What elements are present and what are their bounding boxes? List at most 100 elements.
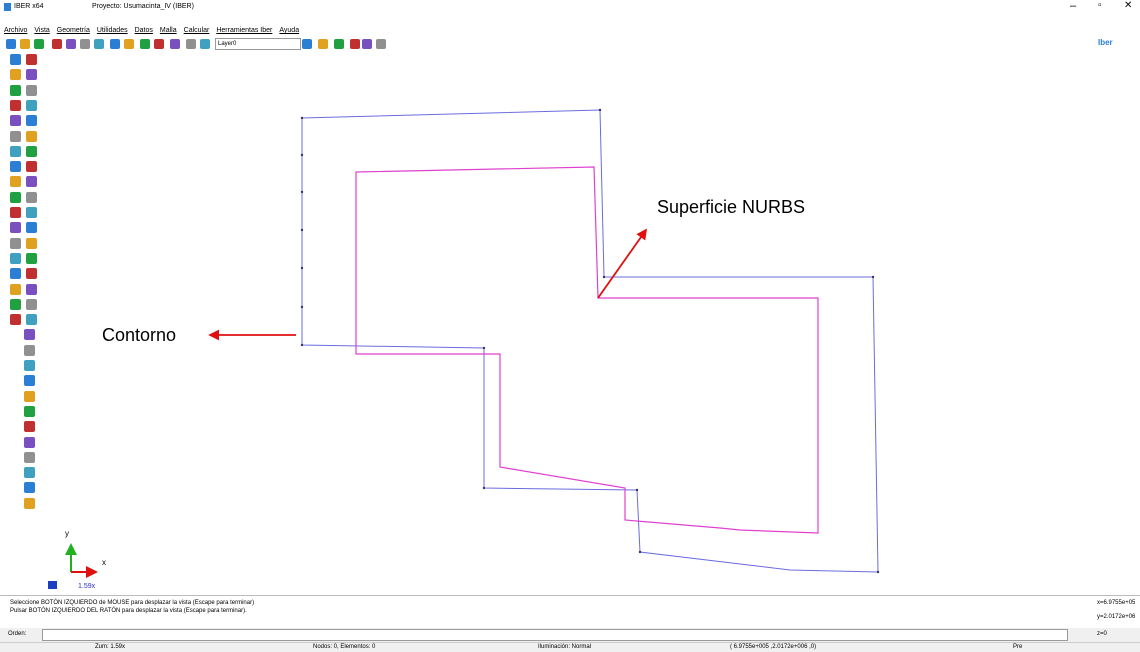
nurbs-surface xyxy=(355,166,819,534)
tool-button[interactable] xyxy=(26,283,37,295)
menu-item[interactable]: Utilidades xyxy=(96,27,128,34)
tool-button[interactable] xyxy=(10,298,21,310)
tool-button[interactable] xyxy=(24,390,35,402)
tool-button[interactable] xyxy=(170,39,180,49)
tool-button[interactable] xyxy=(24,451,35,463)
command-input[interactable] xyxy=(42,629,1068,641)
menu-item[interactable]: Archivo xyxy=(4,27,28,34)
status-bar: Zum: 1.59x Nodos: 0, Elementos: 0 Iluminac… xyxy=(0,642,1140,652)
y-axis-label: y xyxy=(65,529,69,538)
tool-button[interactable] xyxy=(10,130,21,142)
tool-button[interactable] xyxy=(26,84,37,96)
tool-button[interactable] xyxy=(20,39,30,49)
tool-button[interactable] xyxy=(26,115,37,127)
status-field: Nodos: 0, Elementos: 0 xyxy=(313,644,376,650)
graphics-canvas: Superficie NURBS Contorno y x 1.59x xyxy=(48,108,880,590)
tool-button[interactable] xyxy=(26,130,37,142)
tool-button[interactable] xyxy=(10,222,21,234)
menu-item[interactable]: Geometría xyxy=(56,27,90,34)
close[interactable]: ✕ xyxy=(1124,0,1133,11)
tool-button[interactable] xyxy=(376,39,386,49)
layer-select[interactable]: Layer0 xyxy=(215,38,301,50)
tool-button[interactable] xyxy=(124,39,134,49)
tool-button[interactable] xyxy=(10,191,21,203)
tool-button[interactable] xyxy=(154,39,164,49)
tool-button[interactable] xyxy=(200,39,210,49)
tool-button[interactable] xyxy=(10,268,21,280)
menu-bar: Archivo Vista Geometría Utilidades Datos Mall… xyxy=(4,27,306,34)
tool-button[interactable] xyxy=(26,298,37,310)
tool-button[interactable] xyxy=(110,39,120,49)
tool-button[interactable] xyxy=(362,39,372,49)
tool-button[interactable] xyxy=(24,421,35,433)
tool-button[interactable] xyxy=(26,145,37,157)
tool-button[interactable] xyxy=(6,39,16,49)
tool-button[interactable] xyxy=(140,39,150,49)
layer-name: Layer0 xyxy=(218,41,237,47)
tool-button[interactable] xyxy=(26,268,37,280)
tool-button[interactable] xyxy=(350,39,360,49)
menu-item[interactable]: Malla xyxy=(159,27,177,34)
tool-button[interactable] xyxy=(10,99,21,111)
tool-button[interactable] xyxy=(24,497,35,509)
tool-button[interactable] xyxy=(24,329,35,341)
menu-item[interactable]: Calcular xyxy=(183,27,210,34)
tool-button[interactable] xyxy=(26,69,37,81)
tool-button[interactable] xyxy=(26,176,37,188)
minimize[interactable]: – xyxy=(1070,0,1077,12)
tool-button[interactable] xyxy=(24,344,35,356)
tool-button[interactable] xyxy=(80,39,90,49)
tool-button[interactable] xyxy=(26,237,37,249)
tool-button[interactable] xyxy=(26,191,37,203)
tool-button[interactable] xyxy=(10,176,21,188)
tool-button[interactable] xyxy=(24,467,35,479)
annotation-contour: Contorno xyxy=(102,325,176,345)
tool-button[interactable] xyxy=(10,314,21,326)
tool-button[interactable] xyxy=(94,39,104,49)
tool-button[interactable] xyxy=(10,54,21,65)
tool-button[interactable] xyxy=(26,252,37,264)
status-field: Zum: 1.59x xyxy=(95,644,126,650)
contour-nodes xyxy=(300,108,880,574)
tool-button[interactable] xyxy=(318,39,328,49)
tool-button[interactable] xyxy=(26,222,37,234)
tool-button[interactable] xyxy=(10,84,21,96)
tool-button[interactable] xyxy=(10,252,21,264)
tool-button[interactable] xyxy=(186,39,196,49)
tool-button[interactable] xyxy=(26,54,37,65)
tool-button[interactable] xyxy=(24,375,35,387)
tool-button[interactable] xyxy=(10,283,21,295)
tool-button[interactable] xyxy=(26,207,37,218)
tool-button[interactable] xyxy=(52,39,62,49)
menu-item[interactable]: Datos xyxy=(134,27,153,34)
command-label: Orden: xyxy=(8,631,27,637)
tool-button[interactable] xyxy=(26,161,37,173)
tool-button[interactable] xyxy=(10,161,21,173)
tool-button[interactable] xyxy=(24,405,35,417)
message-line: Seleccione BOTÓN IZQUIERDO de MOUSE para… xyxy=(10,600,255,606)
toolbar: Layer0 Iber xyxy=(0,37,1140,51)
tool-button[interactable] xyxy=(10,115,21,127)
status-field: ( 6.9755e+005 ,2.0172e+006 ,0) xyxy=(730,644,817,650)
zoom-icon[interactable] xyxy=(48,581,57,589)
tool-button[interactable] xyxy=(10,69,21,81)
tool-button[interactable] xyxy=(66,39,76,49)
tool-button[interactable] xyxy=(10,145,21,157)
coord-x: x=6.9755e+05 xyxy=(1097,600,1136,606)
menu-item[interactable]: Ayuda xyxy=(279,27,300,34)
tool-button[interactable] xyxy=(24,436,35,448)
tool-button[interactable] xyxy=(24,482,35,494)
tool-button[interactable] xyxy=(34,39,44,49)
tool-button[interactable] xyxy=(302,39,312,49)
message-line: Pulsar BOTÓN IZQUIERDO DEL RATÓN para de… xyxy=(10,608,247,614)
tool-button[interactable] xyxy=(10,207,21,218)
tool-button[interactable] xyxy=(26,99,37,111)
tool-button[interactable] xyxy=(334,39,344,49)
menu-item[interactable]: Vista xyxy=(34,27,50,34)
tool-button[interactable] xyxy=(24,360,35,371)
command-bar: Orden: z=0 xyxy=(0,628,1140,642)
tool-button[interactable] xyxy=(26,314,37,326)
tool-button[interactable] xyxy=(10,237,21,249)
menu-item[interactable]: Herramientas Iber xyxy=(216,27,273,34)
maximize[interactable]: ▫ xyxy=(1098,0,1102,11)
